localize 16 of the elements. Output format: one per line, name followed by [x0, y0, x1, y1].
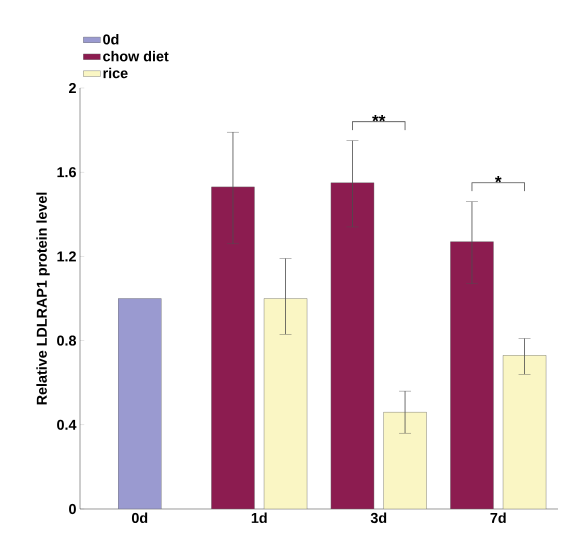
y-tick-label: 0.4: [57, 420, 76, 430]
y-tick-label: 0: [69, 504, 76, 514]
x-tick-label: 7d: [490, 512, 506, 524]
annotation: *: [494, 176, 502, 182]
legend-label: chow diet: [103, 50, 169, 62]
annotation: **: [372, 114, 386, 122]
x-tick-label: 1d: [252, 512, 267, 524]
legend-label: rice: [104, 68, 128, 78]
y-tick-label: 2: [69, 82, 76, 94]
y-tick-label: 1.2: [57, 251, 76, 262]
y-tick-label: 0.8: [57, 336, 76, 346]
x-tick-label: 3d: [370, 512, 386, 524]
y-axis-title: Relative LDLRAP1 protein level: [36, 192, 50, 404]
y-tick-label: 1.6: [57, 167, 76, 178]
legend-label: 0d: [103, 34, 118, 45]
x-tick-label: 0d: [132, 512, 148, 524]
